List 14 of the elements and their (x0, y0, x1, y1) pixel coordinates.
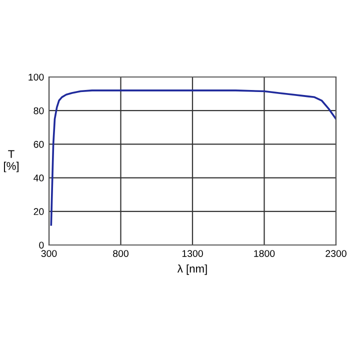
y-tick-label: 80 (34, 107, 44, 114)
x-tick-label: 800 (113, 250, 128, 257)
x-tick-label: 2300 (326, 250, 346, 257)
x-tick-label: 300 (41, 250, 57, 257)
x-tick-label: 1300 (182, 250, 203, 257)
y-tick-label: 20 (34, 208, 44, 216)
x-tick-label: 1800 (254, 250, 275, 257)
y-tick-label: 60 (34, 140, 44, 148)
y-tick-label: 0 (39, 242, 44, 249)
x-axis-title: λ [nm] (177, 264, 207, 275)
line-series (50, 90, 336, 226)
y-tick-label: 100 (28, 74, 44, 81)
y-tick-label: 40 (34, 174, 44, 182)
y-axis-title: T [%] (4, 150, 18, 172)
